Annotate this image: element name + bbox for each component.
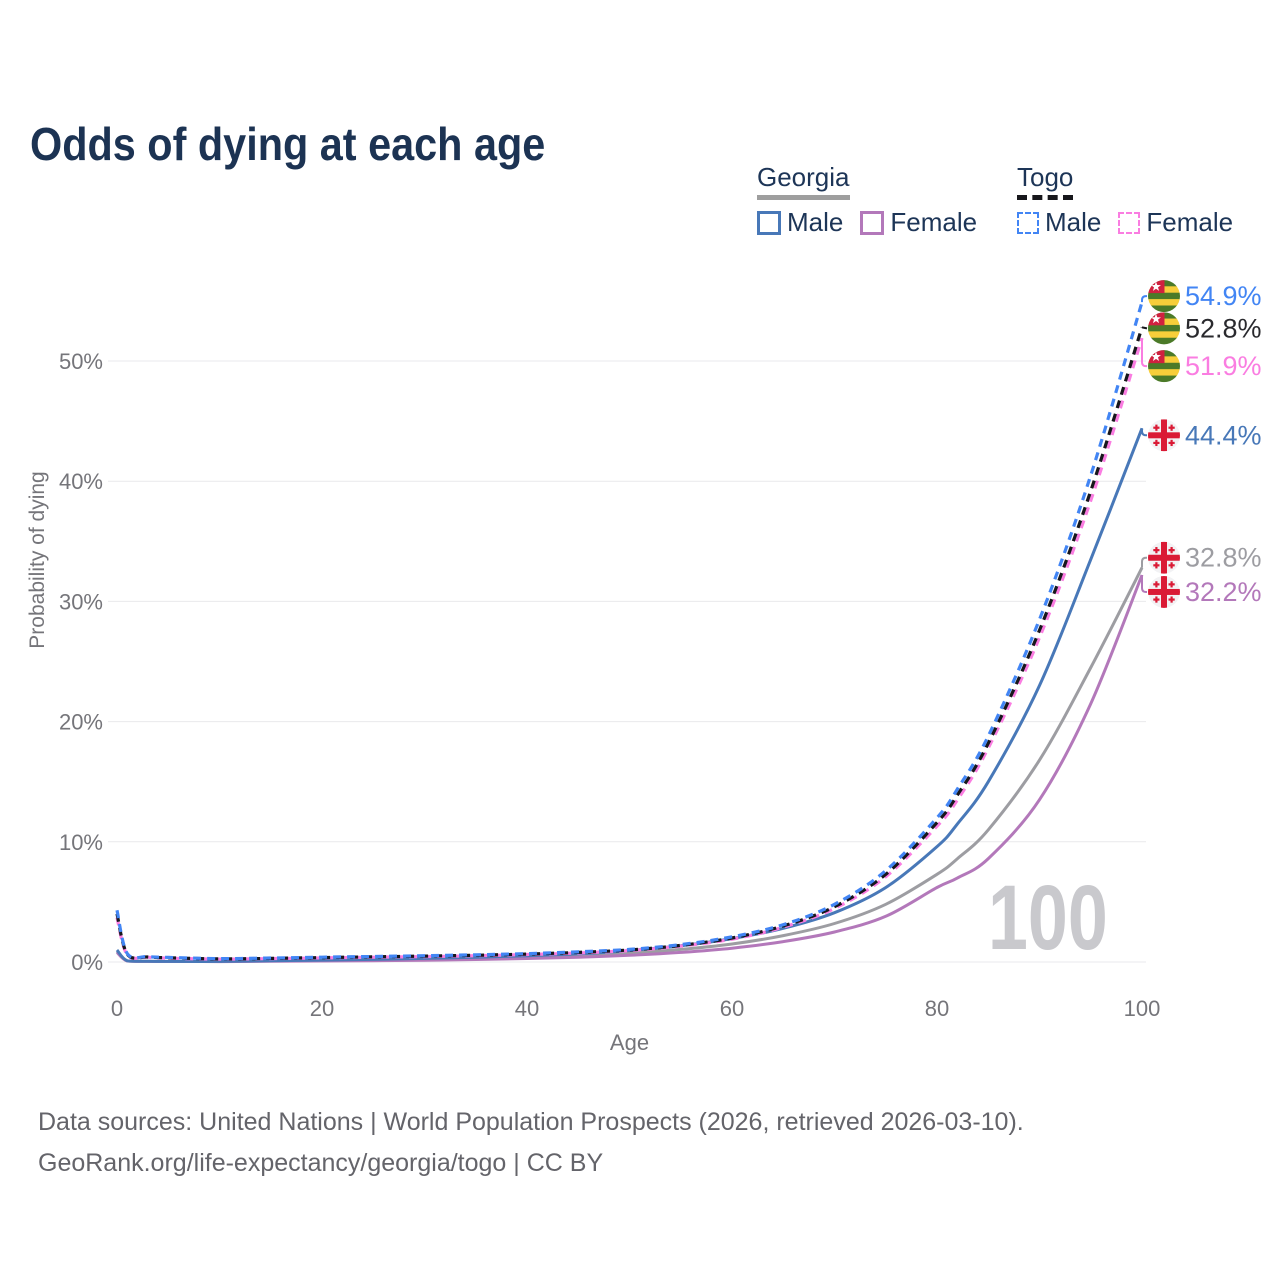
y-axis-tick-label: 10% xyxy=(59,830,103,855)
label-connector xyxy=(1141,295,1147,303)
togo-flag-icon xyxy=(1148,350,1180,383)
series-georgia-male[interactable] xyxy=(115,427,1144,963)
x-axis-tick-label: 40 xyxy=(515,996,539,1021)
label-connector xyxy=(1141,326,1148,330)
x-axis-tick-label: 80 xyxy=(925,996,949,1021)
legend-group-georgia: Georgia Male Female xyxy=(757,162,977,238)
x-axis-tick-label: 20 xyxy=(310,996,334,1021)
data-sources-line: Data sources: United Nations | World Pop… xyxy=(38,1108,1024,1136)
georgia-flag-icon xyxy=(1148,419,1180,452)
end-value-label: 51.9% xyxy=(1185,351,1262,381)
label-connector xyxy=(1141,338,1147,368)
togo-male-line-swatch-icon xyxy=(1017,211,1039,234)
license-line: GeoRank.org/life-expectancy/georgia/togo… xyxy=(38,1149,604,1177)
georgia-flag-icon xyxy=(1148,575,1180,608)
legend-item-togo-female[interactable]: Female xyxy=(1118,207,1233,238)
series-togo-both-sexes[interactable] xyxy=(115,326,1144,961)
end-value-label: 32.8% xyxy=(1185,543,1262,573)
georgia-flag-icon xyxy=(1148,541,1180,574)
legend-label-togo-female: Female xyxy=(1146,207,1234,237)
legend-item-togo-male[interactable]: Male xyxy=(1017,207,1101,238)
end-value-label: 44.4% xyxy=(1185,420,1262,450)
age-counter-watermark: 100 xyxy=(988,867,1108,969)
y-axis-tick-label: 30% xyxy=(59,589,103,614)
legend-group-togo: Togo Male Female xyxy=(1017,162,1233,238)
series-togo-male[interactable] xyxy=(115,301,1144,961)
series-togo-female[interactable] xyxy=(115,337,1144,961)
legend-item-georgia-male[interactable]: Male xyxy=(757,207,843,238)
y-axis-tick-label: 40% xyxy=(59,469,103,494)
series-georgia-female[interactable] xyxy=(115,574,1144,964)
y-axis-tick-label: 50% xyxy=(59,349,103,374)
y-axis-tick-label: 0% xyxy=(71,950,103,975)
legend-label-georgia-female: Female xyxy=(890,207,978,237)
legend-country-georgia[interactable]: Georgia xyxy=(757,162,850,200)
legend-country-togo[interactable]: Togo xyxy=(1017,162,1074,200)
x-axis-tick-label: 60 xyxy=(720,996,744,1021)
label-connector xyxy=(1141,574,1147,593)
end-value-label: 52.8% xyxy=(1185,313,1262,343)
togo-flag-icon xyxy=(1148,312,1180,345)
end-value-label: 32.2% xyxy=(1185,577,1262,607)
label-connector xyxy=(1141,556,1147,568)
legend-item-georgia-female[interactable]: Female xyxy=(860,207,977,238)
y-axis-tick-label: 20% xyxy=(59,710,103,735)
source-attribution: Data sources: United Nations | World Pop… xyxy=(38,1102,1024,1184)
togo-female-line-swatch-icon xyxy=(1118,211,1141,234)
georgia-female-line-swatch-icon xyxy=(860,210,885,235)
y-axis-title: Probability of dying xyxy=(26,471,49,648)
x-axis-tick-label: 0 xyxy=(111,996,123,1021)
label-connector xyxy=(1141,428,1147,437)
togo-flag-icon xyxy=(1148,280,1180,313)
x-axis-tick-label: 100 xyxy=(1124,996,1161,1021)
end-value-label: 54.9% xyxy=(1185,281,1262,311)
x-axis-title: Age xyxy=(610,1030,649,1055)
georgia-male-line-swatch-icon xyxy=(757,210,781,235)
legend-label-togo-male: Male xyxy=(1045,207,1102,237)
legend-label-georgia-male: Male xyxy=(787,207,844,237)
series-georgia-both-sexes[interactable] xyxy=(115,567,1144,963)
page-title: Odds of dying at each age xyxy=(30,117,546,170)
